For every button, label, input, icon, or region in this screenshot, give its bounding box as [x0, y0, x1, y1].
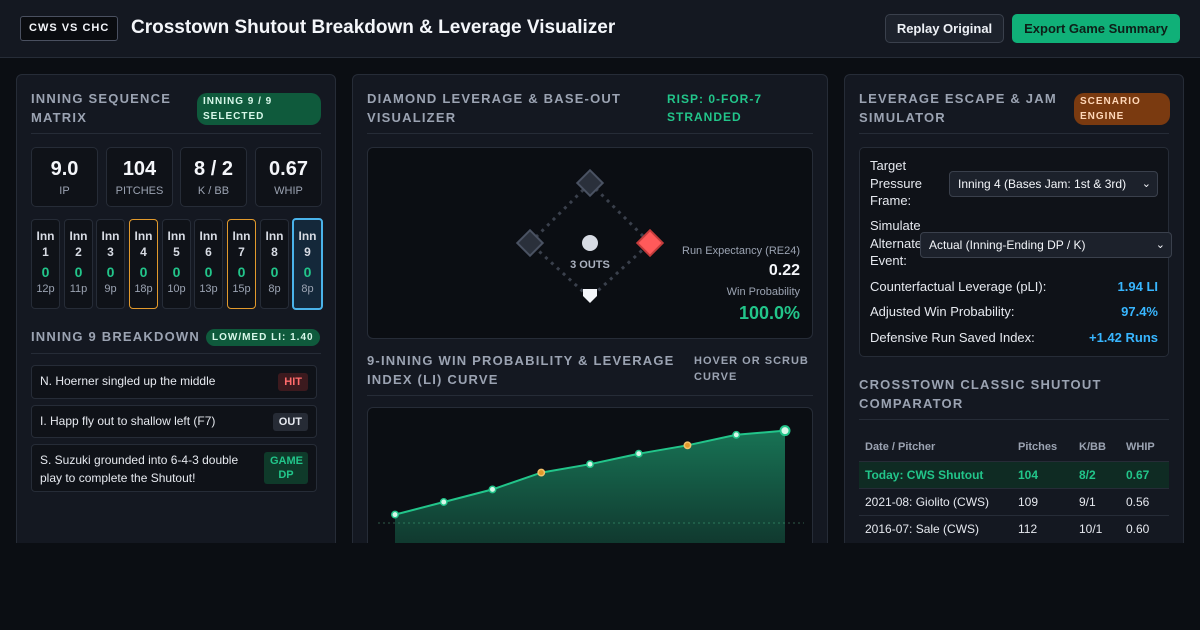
stat-k-bb: 8 / 2 K / BB	[180, 147, 247, 207]
matchup-logo: CWS VS CHC	[20, 16, 119, 41]
panel-title: Leverage Escape & Jam Simulator	[859, 91, 1057, 125]
inning-2-point[interactable]	[439, 498, 448, 506]
export-summary-button[interactable]: Export Game Summary	[1012, 14, 1180, 43]
simulator-panel: Leverage Escape & Jam Simulator SCENARIO…	[844, 74, 1184, 630]
play-item: I. Happ fly out to shallow left (F7) OUT	[31, 405, 317, 438]
breakdown-title: Inning 9 Breakdown	[31, 329, 200, 344]
inning-1-point[interactable]	[391, 510, 399, 519]
inning-8-point[interactable]	[732, 430, 741, 439]
stat-pitches: 104 PITCHES	[106, 147, 173, 207]
scenario-simulator: Target Pressure Frame: Inning 4 (Bases J…	[859, 147, 1172, 357]
inning-cell-7[interactable]: Inn 7 0 15p	[227, 219, 256, 309]
chevron-down-icon: ⌄	[1141, 178, 1151, 190]
adjusted-win-prob-value: 97.4%	[1121, 304, 1158, 319]
inning-cell-3[interactable]: Inn 3 0 9p	[96, 219, 125, 309]
stat-whip: 0.67 WHIP	[255, 147, 322, 207]
stat-ip: 9.0 IP	[31, 147, 98, 207]
re24-value: 0.22	[768, 262, 800, 279]
inning-3-point[interactable]	[488, 485, 497, 494]
third-base-icon	[515, 228, 545, 258]
chart-hint: HOVER OR SCRUB CURVE	[694, 355, 809, 383]
page-footer-area	[0, 543, 1200, 630]
chart-title: 9-Inning Win Probability & Leverage Inde…	[367, 353, 675, 387]
counterfactual-leverage-value: 1.94 LI	[1117, 279, 1158, 294]
result-badge: GAME DP	[264, 452, 308, 484]
inning-cell-6[interactable]: Inn 6 0 13p	[194, 219, 223, 309]
result-badge: OUT	[272, 412, 308, 431]
app-title: Crosstown Shutout Breakdown & Leverage V…	[131, 17, 616, 38]
win-prob-label: Win Probability	[726, 286, 800, 298]
alternate-event-label: Simulate Alternate Event:	[870, 218, 923, 268]
scenario-engine-badge: SCENARIO ENGINE	[1074, 93, 1170, 125]
alternate-event-select[interactable]: Actual (Inning-Ending DP / K) ⌄	[920, 232, 1172, 258]
re24-label: Run Expectancy (RE24)	[682, 245, 800, 257]
inning-matrix-panel: Inning Sequence Matrix INNING 9 / 9 SELE…	[16, 74, 336, 630]
base-diamond	[515, 168, 665, 303]
pressure-frame-select[interactable]: Inning 4 (Bases Jam: 1st & 3rd) ⌄	[949, 171, 1158, 197]
inning-cell-5[interactable]: Inn 5 0 10p	[162, 219, 191, 309]
table-row[interactable]: 2021-08: Giolito (CWS) 109 9/1 0.56	[859, 487, 1169, 515]
inning-cell-9[interactable]: Inn 9 0 8p	[292, 218, 323, 310]
adjusted-win-prob-label: Adjusted Win Probability:	[870, 304, 1015, 319]
inning-9-point[interactable]	[779, 425, 791, 437]
inning-6-point[interactable]	[634, 449, 643, 458]
first-base-occupied-icon	[635, 228, 665, 258]
panel-title: Inning Sequence Matrix	[31, 91, 172, 125]
defensive-run-index-label: Defensive Run Saved Index:	[870, 330, 1035, 345]
inning-selected-badge: INNING 9 / 9 SELECTED	[197, 93, 321, 125]
basepath-outline	[527, 180, 653, 301]
inning-cell-1[interactable]: Inn 1 0 12p	[31, 219, 60, 309]
counterfactual-leverage-label: Counterfactual Leverage (pLI):	[870, 279, 1047, 294]
inning-4-point[interactable]	[537, 468, 546, 477]
diamond-visualizer: 3 OUTS Run Expectancy (RE24) 0.22 Win Pr…	[367, 147, 813, 339]
panel-title: Diamond Leverage & Base-Out Visualizer	[367, 91, 622, 125]
replay-original-button[interactable]: Replay Original	[885, 14, 1004, 43]
baseball-icon	[582, 235, 598, 251]
shutout-comparator-table: Date / Pitcher Pitches K/BB WHIP Today: …	[859, 433, 1169, 542]
inning-cell-2[interactable]: Inn 2 0 11p	[64, 219, 93, 309]
home-plate-icon	[583, 289, 597, 303]
outs-indicator: 3 OUTS	[570, 259, 610, 271]
inning-7-point[interactable]	[683, 441, 692, 450]
defensive-run-index-value: +1.42 Runs	[1088, 330, 1158, 345]
pressure-frame-label: Target Pressure Frame:	[870, 158, 923, 208]
table-row[interactable]: Today: CWS Shutout 104 8/2 0.67	[859, 460, 1169, 488]
chevron-down-icon: ⌄	[1155, 239, 1165, 251]
result-badge: HIT	[278, 373, 308, 391]
top-bar: CWS VS CHC Crosstown Shutout Breakdown &…	[0, 0, 1200, 58]
inning-cell-8[interactable]: Inn 8 0 8p	[260, 219, 289, 309]
risp-status: RISP: 0-FOR-7 STRANDED	[667, 92, 763, 124]
inning-cell-4[interactable]: Inn 4 0 18p	[129, 219, 158, 309]
win-prob-value: 100.0%	[738, 303, 800, 323]
comparator-title: Crosstown Classic Shutout Comparator	[859, 377, 1102, 411]
play-item: N. Hoerner singled up the middle HIT	[31, 365, 317, 399]
leverage-badge: LOW/MED LI: 1.40	[206, 329, 320, 346]
table-row[interactable]: 2016-07: Sale (CWS) 112 10/1 0.60	[859, 514, 1169, 542]
play-item: S. Suzuki grounded into 6-4-3 double pla…	[31, 444, 317, 492]
inning-5-point[interactable]	[586, 460, 594, 469]
diamond-panel: Diamond Leverage & Base-Out Visualizer R…	[352, 74, 828, 630]
second-base-icon	[575, 168, 605, 198]
table-header-row: Date / Pitcher Pitches K/BB WHIP	[865, 440, 1155, 453]
